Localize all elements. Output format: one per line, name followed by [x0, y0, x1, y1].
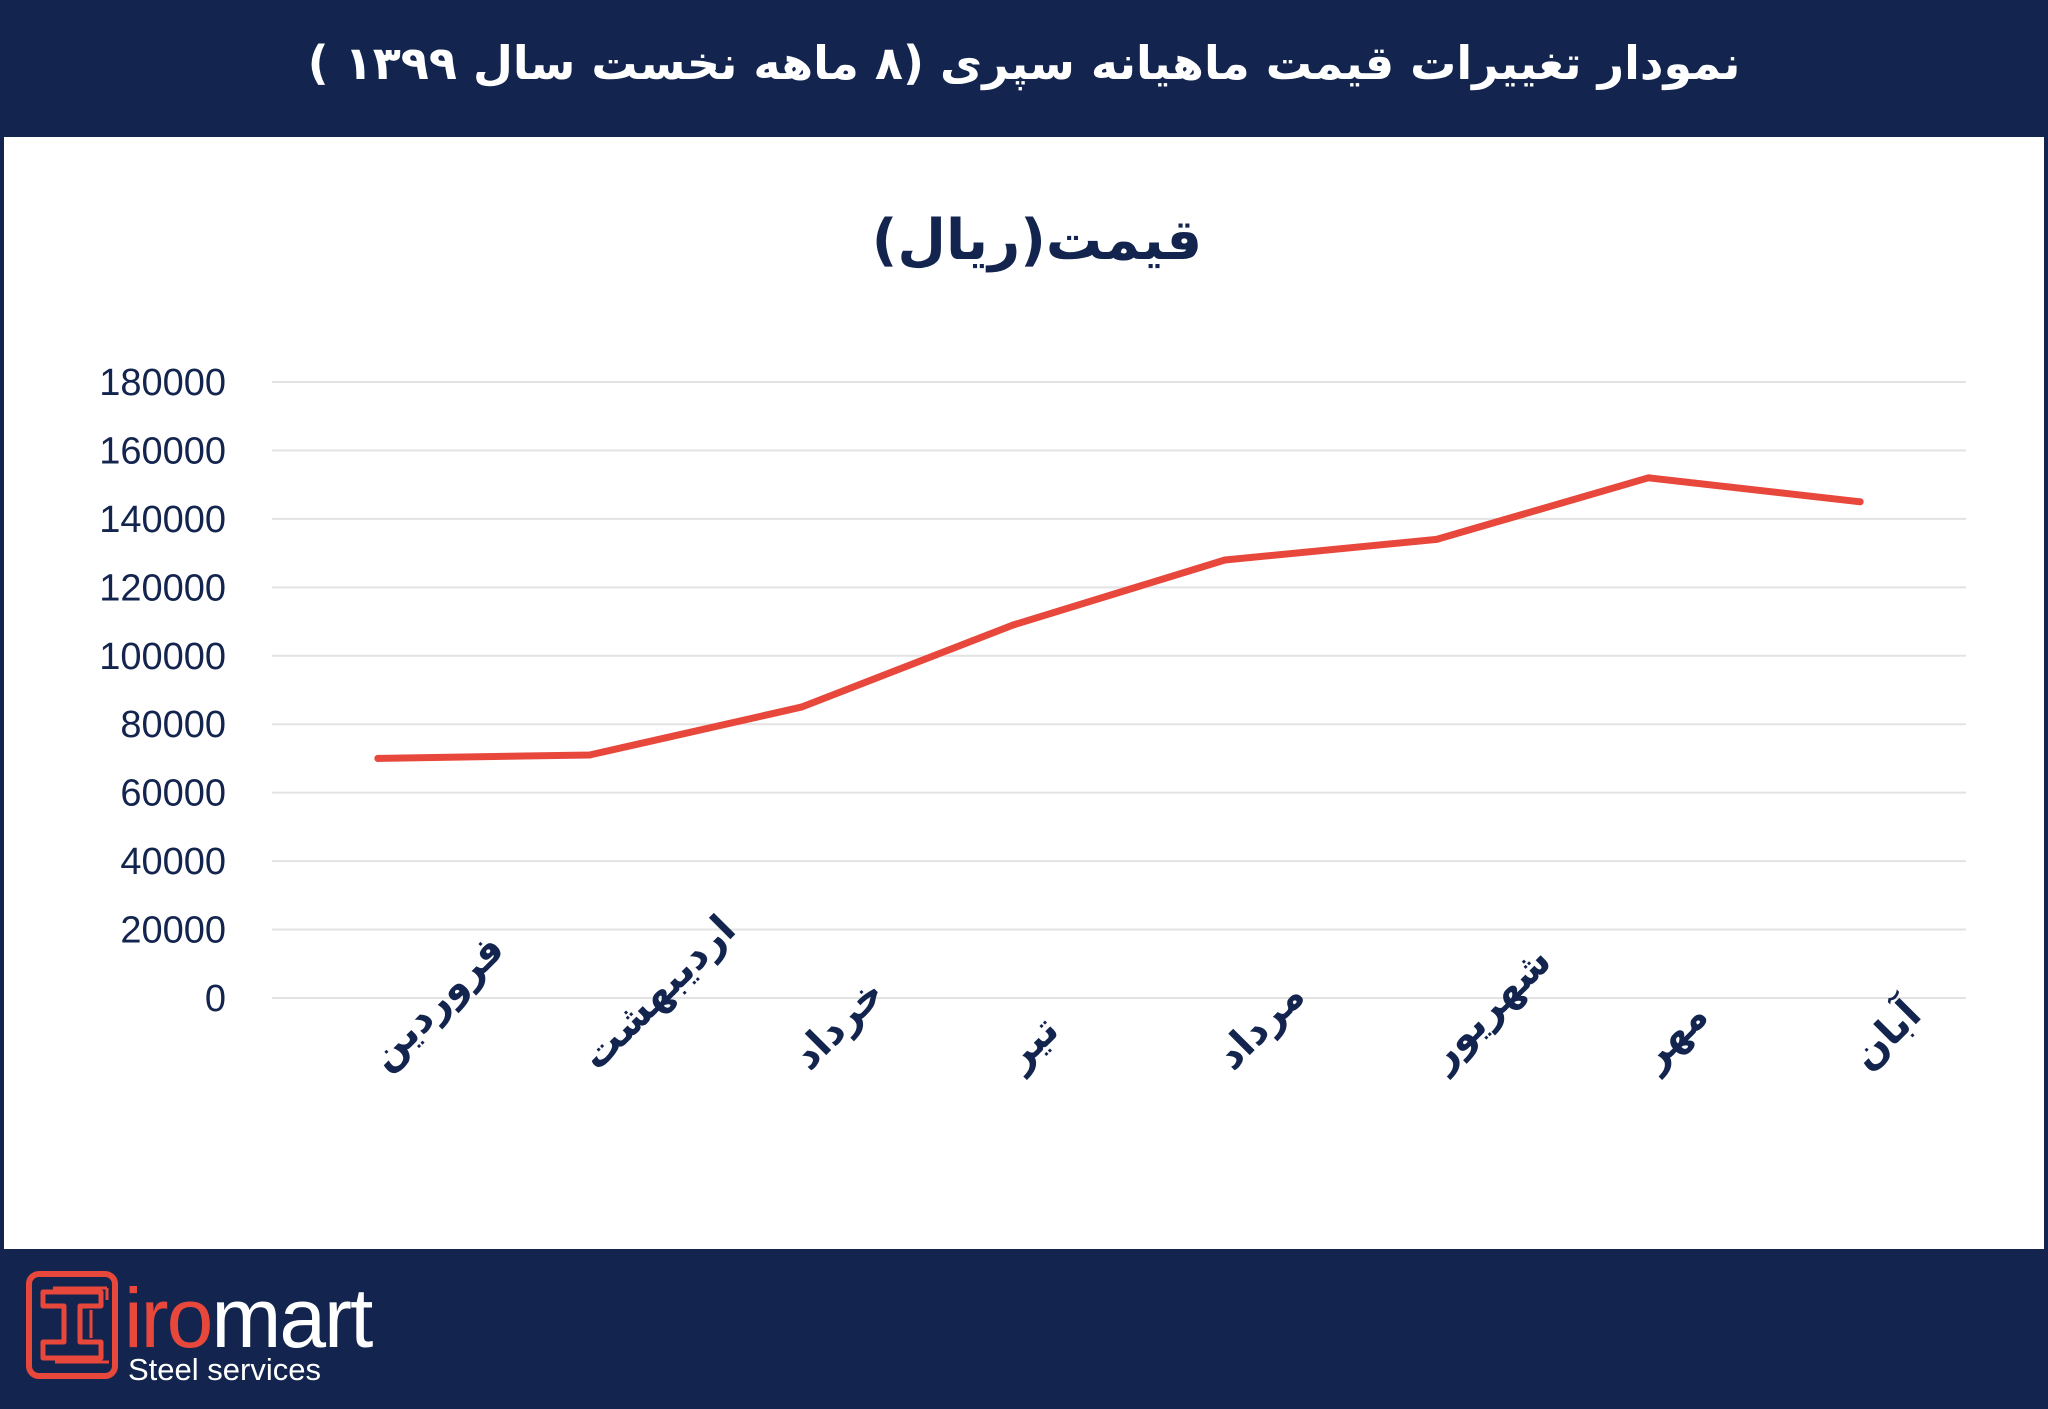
- x-category-label: آبان: [1841, 988, 1932, 1079]
- series-group: [374, 474, 1864, 762]
- x-axis-categories: فروردین اردیبهشت خرداد تیر مرداد شهریور مهر آبا…: [360, 906, 1931, 1080]
- x-category-label: فروردین: [360, 926, 513, 1079]
- x-category-label: اردیبهشت: [572, 906, 745, 1079]
- grid-lines: [272, 381, 1966, 999]
- series-line: [374, 474, 1864, 762]
- y-tick-label: 180000: [99, 362, 226, 404]
- data-point: [1856, 498, 1864, 506]
- data-point: [374, 754, 382, 762]
- y-tick-label: 140000: [99, 499, 226, 541]
- page-title: نمودار تغییرات قیمت ماهیانه سپری (۸ ماهه…: [307, 36, 1741, 90]
- data-point: [1644, 474, 1652, 482]
- data-point: [1221, 556, 1229, 564]
- line-chart: قیمت(ریال) 0 20000 40000 60000 80000 100000 12…: [99, 208, 1966, 1080]
- x-category-label: مهر: [1630, 993, 1718, 1081]
- y-tick-label: 60000: [120, 773, 226, 815]
- x-category-label: خرداد: [784, 970, 893, 1079]
- chart-panel: قیمت(ریال) 0 20000 40000 60000 80000 100000 12…: [4, 137, 2044, 1249]
- y-tick-label: 100000: [99, 636, 226, 678]
- logo-subtitle: Steel services: [128, 1352, 321, 1387]
- i-beam-icon: [26, 1271, 118, 1379]
- x-category-label: تیر: [994, 1007, 1068, 1081]
- y-tick-label: 0: [205, 978, 226, 1020]
- data-point: [1009, 621, 1017, 629]
- y-tick-label: 120000: [99, 567, 226, 609]
- chart-title: قیمت(ریال): [872, 208, 1202, 273]
- y-tick-label: 80000: [120, 704, 226, 746]
- footer-bar: [0, 1250, 2048, 1409]
- header-bar: نمودار تغییرات قیمت ماهیانه سپری (۸ ماهه…: [0, 0, 2048, 136]
- y-axis-ticks: 0 20000 40000 60000 80000 100000 120000 140000 1…: [99, 362, 226, 1020]
- data-point: [797, 703, 805, 711]
- logo-wordmark: iromart: [124, 1271, 373, 1365]
- y-tick-label: 160000: [99, 430, 226, 472]
- y-tick-label: 20000: [120, 910, 226, 952]
- x-category-label: مرداد: [1207, 973, 1313, 1079]
- data-point: [1433, 535, 1441, 543]
- data-point: [586, 751, 594, 759]
- x-category-label: شهریور: [1418, 938, 1561, 1081]
- y-tick-label: 40000: [120, 841, 226, 883]
